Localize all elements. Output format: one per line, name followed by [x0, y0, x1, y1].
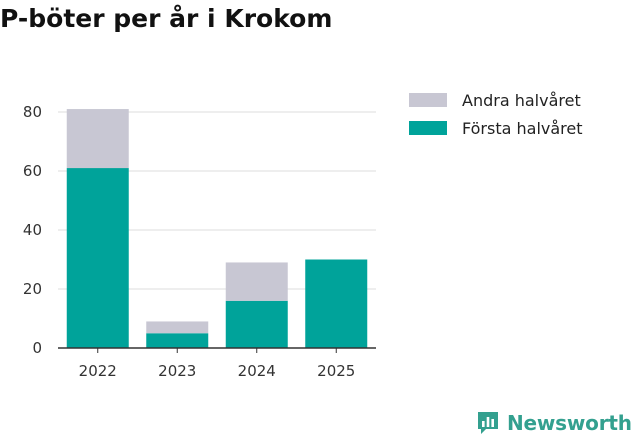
bar-2022-series-1	[66, 109, 129, 169]
x-tick-label-2024: 2024	[238, 362, 276, 380]
y-tick-label-20: 20	[23, 280, 42, 298]
bar-2023-series-0	[146, 333, 209, 348]
chart-title: P-böter per år i Krokom	[0, 4, 333, 33]
bars	[66, 109, 368, 348]
y-tick-label-80: 80	[23, 103, 42, 121]
newsworthy-logo: Newsworthy	[476, 406, 631, 440]
y-tick-label-0: 0	[32, 339, 42, 357]
legend-label-1: Första halvåret	[462, 119, 583, 138]
legend-swatch-0	[409, 93, 447, 107]
x-tick-label-2022: 2022	[79, 362, 117, 380]
bar-2025-series-0	[305, 259, 368, 348]
bar-2024-series-1	[225, 262, 288, 301]
y-tick-label-60: 60	[23, 162, 42, 180]
axes: 0 20 40 60 80 2022 2023 2024 2025	[23, 103, 376, 380]
legend: Andra halvåret Första halvåret	[409, 91, 583, 138]
logo-text: Newsworthy	[507, 411, 631, 435]
bar-2023-series-1	[146, 321, 209, 334]
legend-label-0: Andra halvåret	[462, 91, 581, 110]
bar-2022-series-0	[66, 168, 129, 348]
x-tick-label-2025: 2025	[317, 362, 355, 380]
bar-2024-series-0	[225, 300, 288, 348]
newsworthy-chart-icon	[478, 412, 498, 434]
legend-swatch-1	[409, 121, 447, 135]
y-tick-label-40: 40	[23, 221, 42, 239]
x-tick-label-2023: 2023	[158, 362, 196, 380]
